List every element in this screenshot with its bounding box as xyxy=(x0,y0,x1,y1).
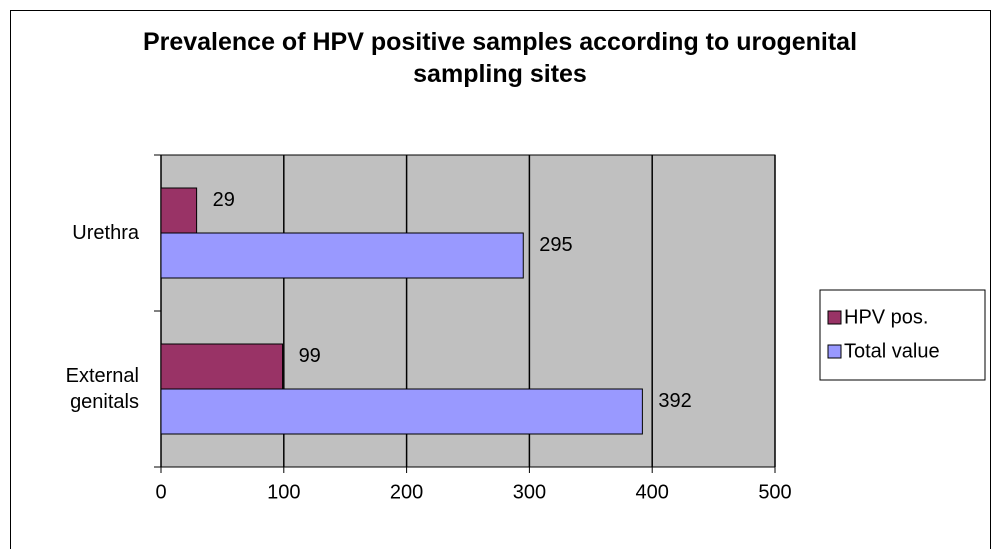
bar xyxy=(160,187,198,234)
x-tick-label: 100 xyxy=(267,481,300,503)
legend-label: HPV pos. xyxy=(844,306,928,328)
legend-box xyxy=(819,289,986,381)
data-label: 29 xyxy=(213,189,235,211)
x-tick-label: 0 xyxy=(155,481,166,503)
x-tick-label: 500 xyxy=(758,481,791,503)
data-label: 392 xyxy=(658,390,691,412)
y-tick-label: External genitals xyxy=(65,365,139,413)
data-label: 99 xyxy=(299,345,321,367)
x-tick-label: 200 xyxy=(390,481,423,503)
legend-label: Total value xyxy=(844,340,940,362)
bar xyxy=(160,343,284,390)
x-tick-label: 400 xyxy=(636,481,669,503)
bar xyxy=(160,232,524,279)
bar xyxy=(160,388,643,435)
data-label: 295 xyxy=(539,234,572,256)
x-tick-label: 300 xyxy=(513,481,546,503)
legend-swatch xyxy=(827,344,842,359)
chart-title: Prevalence of HPV positive samples accor… xyxy=(142,28,858,88)
legend-swatch xyxy=(827,310,842,325)
y-tick-label: Urethra xyxy=(72,222,139,244)
